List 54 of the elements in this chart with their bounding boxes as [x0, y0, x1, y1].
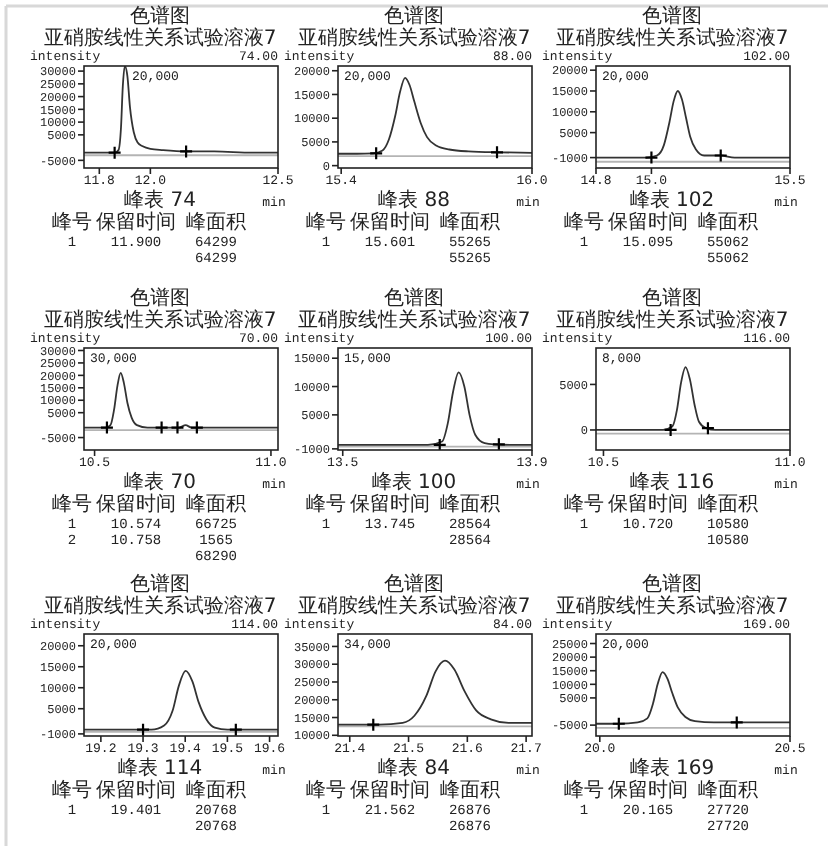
text: 峰号 — [306, 778, 346, 802]
chart-subtitle: 亚硝胺线性关系试验溶液7 — [297, 26, 531, 50]
text: 峰表 102 — [629, 188, 715, 212]
chart-title: 色谱图 — [384, 4, 444, 28]
text: 峰表 84 — [378, 756, 450, 780]
text: 峰面积 — [186, 778, 246, 802]
text: 峰面积 — [440, 492, 500, 516]
text: 保留时间 — [608, 492, 688, 516]
text: 保留时间 — [350, 778, 430, 802]
chart-subtitle: 亚硝胺线性关系试验溶液7 — [43, 308, 277, 332]
chart-title: 色谱图 — [384, 572, 444, 596]
text: 保留时间 — [608, 210, 688, 234]
text: 峰表 74 — [124, 188, 196, 212]
chart-title: 色谱图 — [130, 4, 190, 28]
chart-subtitle: 亚硝胺线性关系试验溶液7 — [555, 308, 789, 332]
chart-subtitle: 亚硝胺线性关系试验溶液7 — [555, 26, 789, 50]
text: 保留时间 — [96, 210, 176, 234]
text: 峰号 — [564, 778, 604, 802]
text: 峰号 — [52, 778, 92, 802]
text: 峰表 116 — [629, 470, 715, 494]
chart-title: 色谱图 — [130, 572, 190, 596]
text: 保留时间 — [608, 778, 688, 802]
text: 保留时间 — [350, 210, 430, 234]
chart-subtitle: 亚硝胺线性关系试验溶液7 — [297, 594, 531, 618]
text: 峰面积 — [440, 210, 500, 234]
text: 峰表 88 — [378, 188, 450, 212]
text: 峰面积 — [440, 778, 500, 802]
text: 峰号 — [564, 210, 604, 234]
chart-title: 色谱图 — [642, 572, 702, 596]
text: 峰面积 — [186, 210, 246, 234]
text: 峰面积 — [698, 778, 758, 802]
chart-title: 色谱图 — [642, 4, 702, 28]
text: 峰号 — [52, 210, 92, 234]
chart-title: 色谱图 — [130, 286, 190, 310]
text: 保留时间 — [96, 778, 176, 802]
chart-subtitle: 亚硝胺线性关系试验溶液7 — [555, 594, 789, 618]
chart-title: 色谱图 — [642, 286, 702, 310]
text: 峰号 — [306, 210, 346, 234]
chart-title: 色谱图 — [384, 286, 444, 310]
text: 峰号 — [52, 492, 92, 516]
text: 峰面积 — [698, 492, 758, 516]
text: 峰表 70 — [124, 470, 196, 494]
text: 峰号 — [564, 492, 604, 516]
text: 保留时间 — [96, 492, 176, 516]
text: 峰表 114 — [117, 756, 203, 780]
text: 峰表 169 — [629, 756, 715, 780]
text: 峰面积 — [698, 210, 758, 234]
text: 峰表 100 — [371, 470, 457, 494]
chart-subtitle: 亚硝胺线性关系试验溶液7 — [43, 26, 277, 50]
text: 峰号 — [306, 492, 346, 516]
chart-subtitle: 亚硝胺线性关系试验溶液7 — [297, 308, 531, 332]
text: 峰面积 — [186, 492, 246, 516]
chart-subtitle: 亚硝胺线性关系试验溶液7 — [43, 594, 277, 618]
text: 保留时间 — [350, 492, 430, 516]
